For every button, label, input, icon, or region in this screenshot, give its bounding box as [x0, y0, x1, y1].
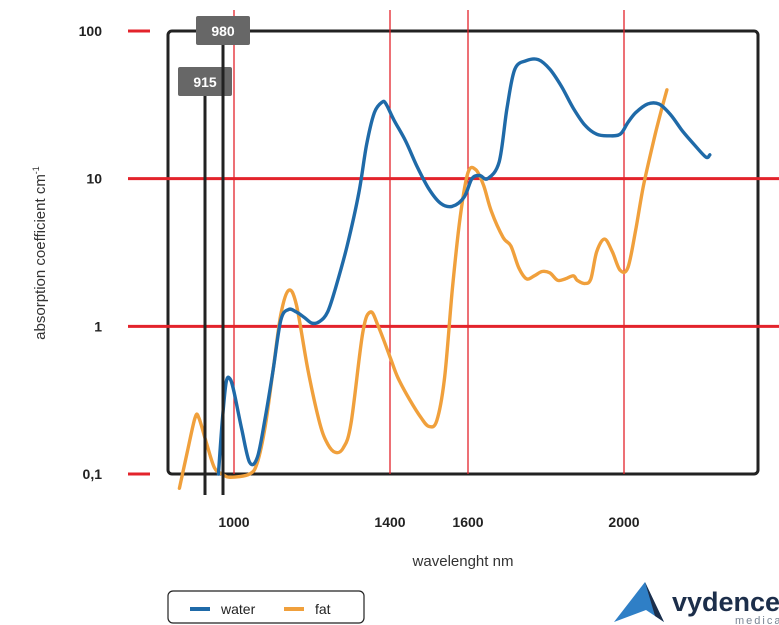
y-tick-0,1: 0,1: [83, 466, 103, 482]
logo-mark-accent-icon: [645, 582, 664, 622]
legend-label-water: water: [220, 601, 256, 617]
x-tick-1600: 1600: [452, 514, 483, 530]
y-axis-label-text: absorption coefficient cm: [32, 174, 49, 340]
series-line-fat: [177, 88, 669, 490]
marker-box-980: [196, 16, 250, 45]
y-tick-labels: 100 10 1 0,1: [79, 23, 103, 482]
legend-box: [167, 590, 365, 624]
wavelength-markers: 915 980: [178, 16, 250, 495]
marker-label-915: 915: [193, 74, 217, 90]
x-tick-1000: 1000: [218, 514, 249, 530]
marker-box-915: [178, 67, 232, 96]
y-axis-label-superscript: -1: [31, 166, 41, 174]
logo-text: vydence: [672, 587, 779, 617]
x-tick-1400: 1400: [374, 514, 405, 530]
y-tick-dashes: [128, 29, 150, 476]
logo-mark-icon: [614, 582, 664, 622]
y-tick-10: 10: [86, 171, 102, 187]
vydence-logo: vydence medical: [614, 582, 779, 625]
horizontal-gridlines: [128, 177, 779, 328]
marker-label-980: 980: [211, 23, 235, 39]
y-tick-100: 100: [79, 23, 103, 39]
legend: water fat: [167, 590, 365, 624]
series-line-water: [216, 57, 712, 476]
x-tick-labels: 1000 1400 1600 2000: [218, 514, 639, 530]
y-tick-1: 1: [94, 318, 102, 334]
data-series: [177, 57, 712, 490]
logo-subtext: medical: [735, 615, 779, 625]
x-axis-label: wavelenght nm: [412, 553, 514, 570]
legend-label-fat: fat: [315, 601, 331, 617]
vertical-gridlines: [233, 10, 625, 474]
x-tick-2000: 2000: [608, 514, 639, 530]
y-axis-label: absorption coefficient cm-1: [31, 166, 49, 340]
plot-frame: [166, 29, 760, 476]
